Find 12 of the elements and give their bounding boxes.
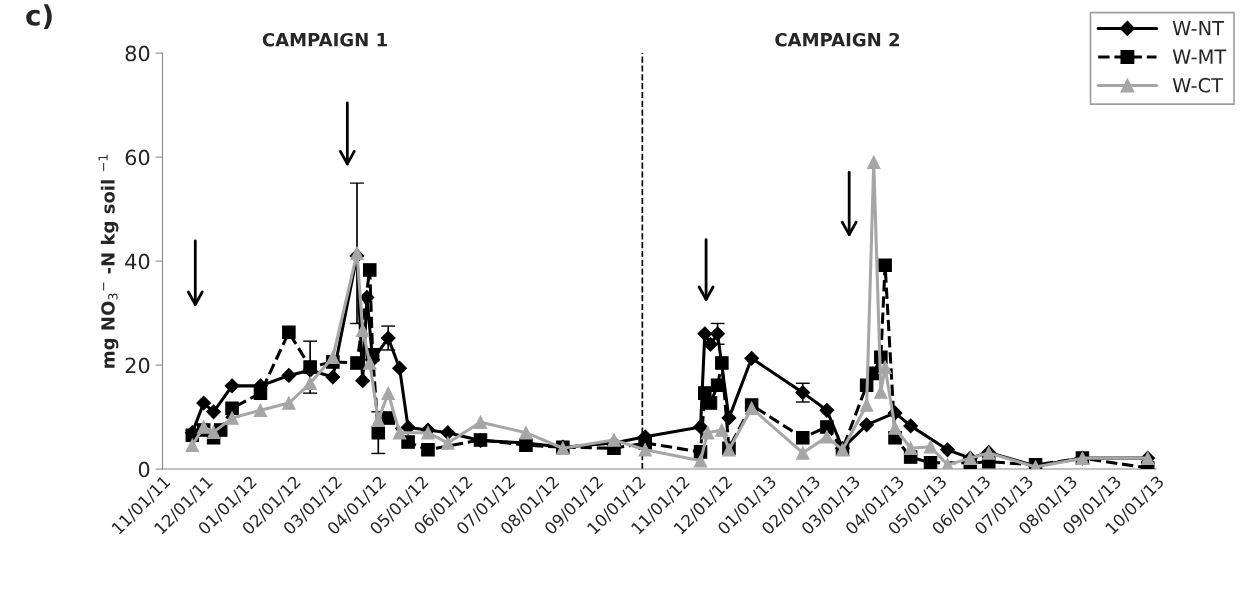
y-tick-label: 60: [125, 149, 150, 166]
legend-label: W-CT: [1172, 77, 1224, 93]
y-tick-label: 0: [138, 461, 150, 478]
text: CAMPAIGN 1: [262, 32, 387, 47]
legend-label: W-NT: [1172, 21, 1225, 36]
text: c): [26, 4, 52, 30]
y-tick-label: 40: [125, 253, 150, 270]
y-tick-label: 20: [125, 357, 150, 374]
y-axis-title: mg NO$_{3}$$^{−}$ -N kg soil $^{−1}$: [98, 154, 119, 368]
text: CAMPAIGN 2: [775, 32, 900, 47]
legend-label: W-MT: [1172, 49, 1227, 64]
y-tick-label: 80: [125, 45, 150, 62]
